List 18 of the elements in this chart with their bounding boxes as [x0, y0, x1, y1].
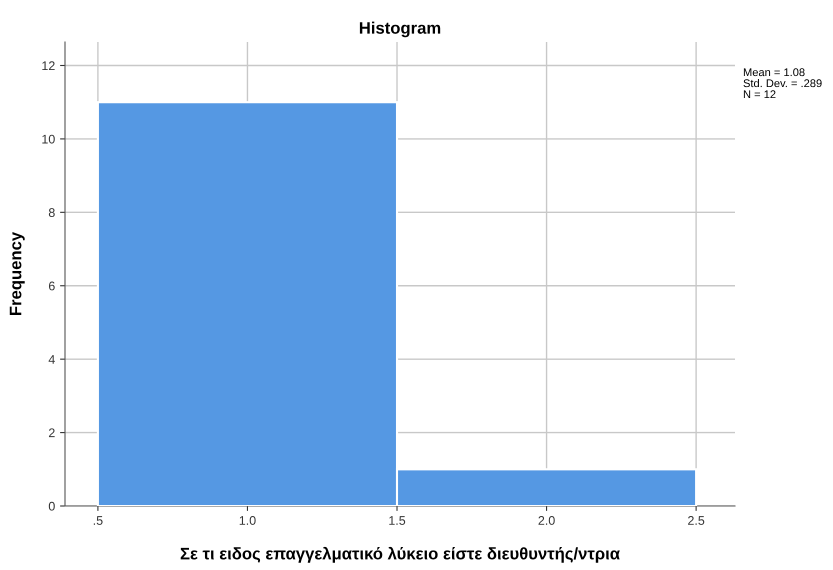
- chart-title: Histogram: [360, 22, 440, 38]
- y-axis-title: Frequency: [10, 232, 25, 316]
- y-tick-label: 0: [48, 502, 55, 511]
- text: Mean = 1.08: [744, 68, 805, 76]
- x-axis-title: Σε τι ειδος επαγγελματικό λύκειο είστε διευθυντής/ντρια: [180, 546, 620, 563]
- y-tick-label: 12: [42, 61, 55, 70]
- x-tick-label: .5: [94, 516, 103, 525]
- x-tick-label: 2.5: [688, 516, 704, 525]
- y-tick-label: 2: [48, 428, 55, 438]
- x-tick-label: 1.5: [389, 516, 406, 525]
- y-tick-label: 6: [48, 282, 55, 290]
- x-tick-label: 1.0: [240, 516, 256, 525]
- text: Std. Dev. = .289: [744, 79, 822, 88]
- x-tick-label: 2.0: [538, 516, 555, 525]
- y-tick-label: 4: [48, 355, 55, 364]
- text: N = 12: [744, 90, 776, 98]
- y-tick-label: 8: [48, 208, 55, 217]
- y-tick-label: 10: [42, 134, 55, 144]
